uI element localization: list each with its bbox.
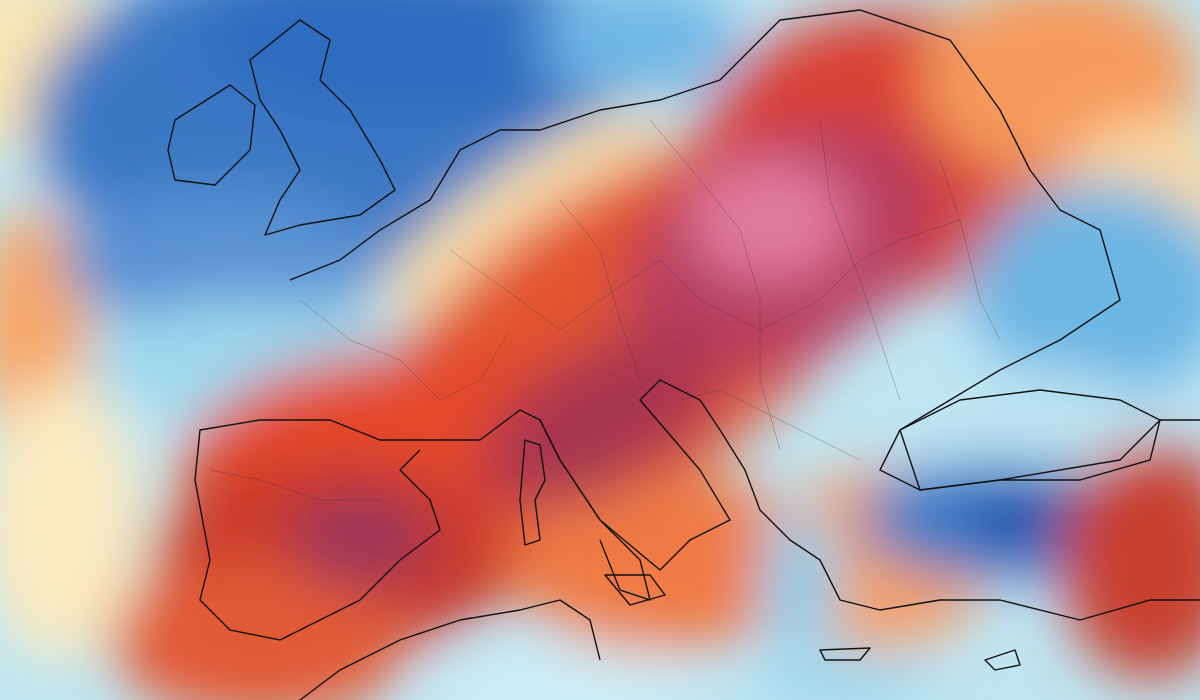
black-sea [899, 389, 1161, 491]
border [299, 299, 511, 401]
ireland [167, 84, 256, 186]
coastlines [167, 9, 1200, 700]
great-britain [249, 19, 396, 236]
border [679, 389, 861, 461]
sardinia-corsica [519, 439, 546, 546]
italy [539, 419, 651, 601]
north-africa [299, 599, 601, 700]
border [559, 199, 641, 381]
crete [819, 647, 871, 661]
border [939, 159, 1001, 341]
border [449, 219, 961, 331]
sicily [604, 574, 666, 606]
border [649, 119, 781, 451]
border [819, 119, 901, 401]
border [209, 469, 380, 501]
cyprus [984, 649, 1021, 671]
borders [209, 119, 1001, 501]
